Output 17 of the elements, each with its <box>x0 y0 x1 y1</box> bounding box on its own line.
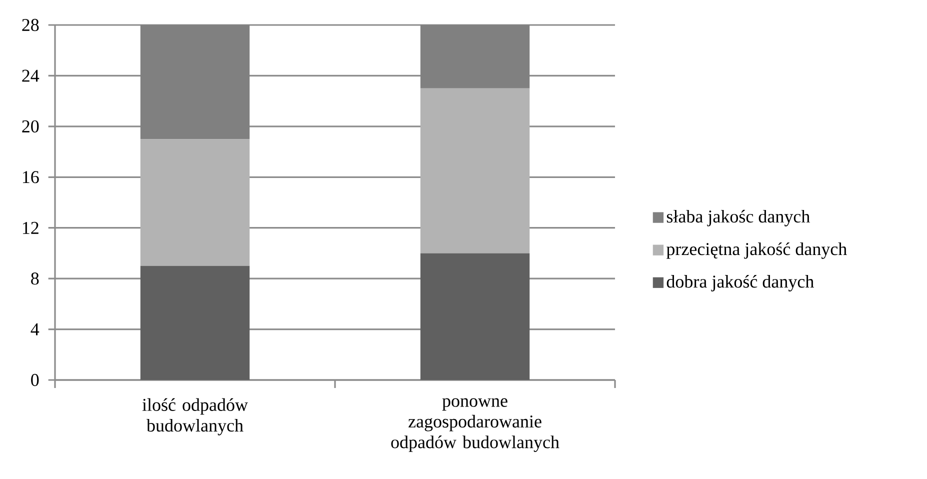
bar <box>420 253 530 380</box>
x-tick-label: ilość odpadów budowlanych <box>142 398 248 436</box>
y-tick-label: 28 <box>22 18 39 32</box>
y-tick-label: 16 <box>22 171 39 184</box>
y-tick-label: 24 <box>22 70 40 82</box>
y-tick-label: 4 <box>30 323 40 336</box>
x-tick-label: ponowne zagospodarowanie odpadów budowlanych <box>391 398 560 452</box>
bar <box>140 266 250 380</box>
bar <box>420 88 530 254</box>
legend-label: przeciętna jakość danych <box>666 242 847 259</box>
y-tick-label: 12 <box>22 222 38 234</box>
legend-label: dobra jakość danych <box>666 275 814 292</box>
y-tick-label: 0 <box>31 374 39 386</box>
y-tick-label: 20 <box>22 120 39 132</box>
y-tick-label: 8 <box>31 272 39 285</box>
legend-label: słaba jakośc danych <box>666 210 810 226</box>
bar <box>140 139 250 266</box>
